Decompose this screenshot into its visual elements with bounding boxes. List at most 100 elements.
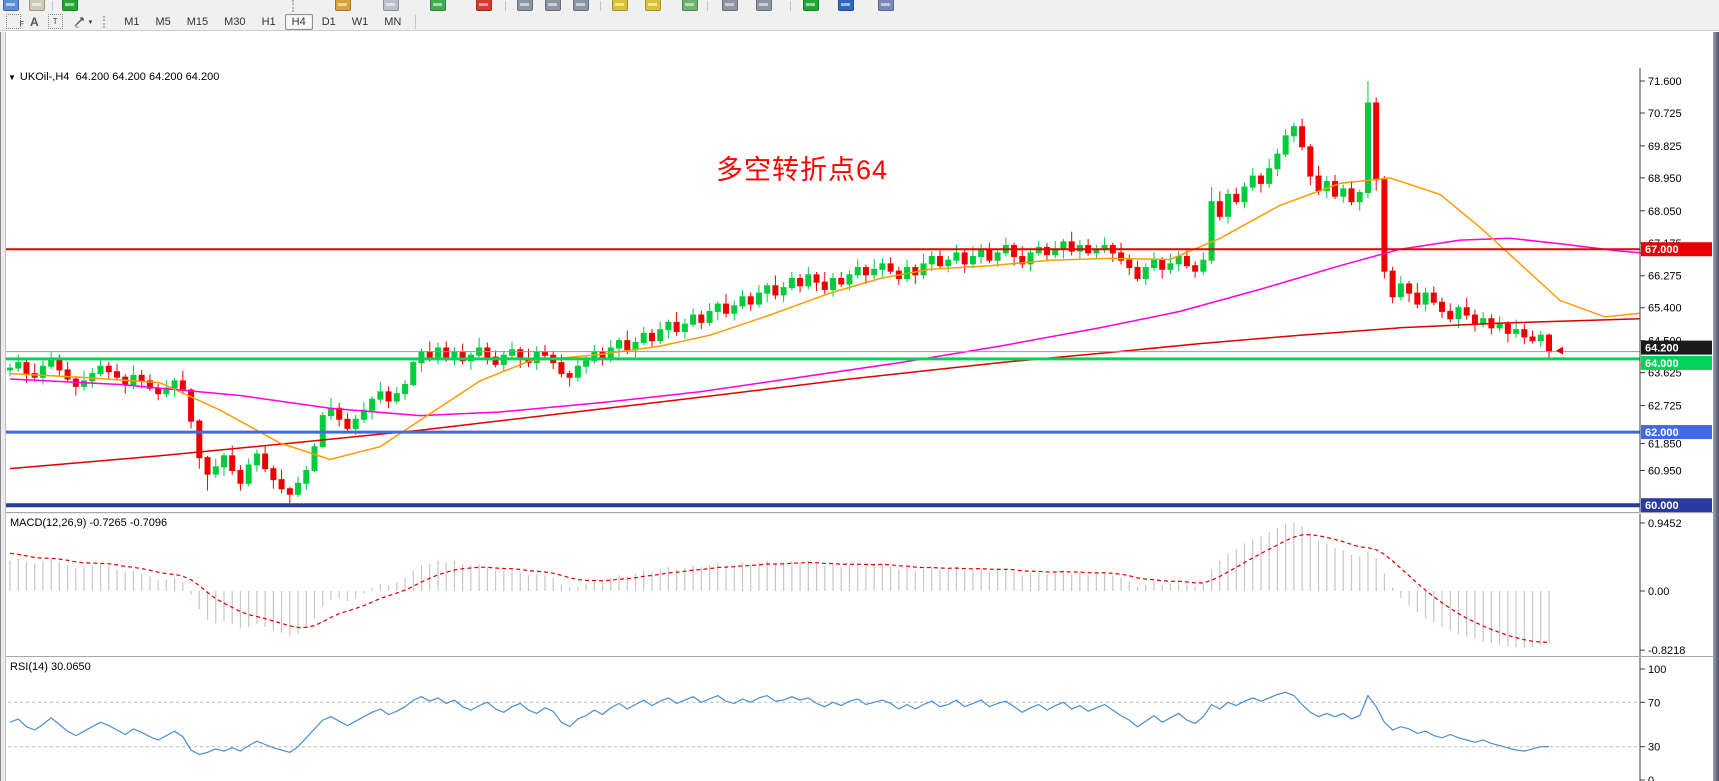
macd-signal-line <box>9 533 1550 643</box>
toolbar-drag-handle[interactable] <box>292 0 297 12</box>
main-chart-panel[interactable]: 71.60070.72569.82568.95068.05067.17566.2… <box>0 68 1713 514</box>
arrows-dropdown-icon[interactable]: ▾ <box>72 15 92 29</box>
timeframe-button-d1[interactable]: D1 <box>321 15 336 28</box>
symbol-name: UKOil-,H4 <box>19 71 70 83</box>
panel-separator[interactable] <box>0 512 1713 513</box>
new-chart-icon[interactable] <box>3 0 19 11</box>
font-grid-icon[interactable]: F <box>6 14 24 29</box>
ma-slow-line <box>9 317 1641 470</box>
toolbar-separator <box>415 14 417 29</box>
sell-marker-icon <box>1556 346 1563 355</box>
candles-chart-icon[interactable] <box>545 0 561 11</box>
macd-panel[interactable]: 0.9452 0.00 -0.8218 <box>0 513 1713 656</box>
svg-text:60.950: 60.950 <box>1648 465 1682 477</box>
toolbar-drag-handle[interactable] <box>103 15 108 28</box>
panel-separator-light <box>0 513 1713 514</box>
svg-text:-0.8218: -0.8218 <box>1648 645 1685 656</box>
community-icon[interactable] <box>838 0 854 11</box>
svg-text:66.275: 66.275 <box>1648 271 1682 283</box>
zoom-in-icon[interactable] <box>612 0 628 11</box>
timeframe-button-mn[interactable]: MN <box>384 15 402 28</box>
svg-text:67.000: 67.000 <box>1645 244 1679 256</box>
price-axis[interactable]: 71.60070.72569.82568.95068.05067.17566.2… <box>1639 68 1712 514</box>
line-studies-tools: F A T ▾ <box>6 14 116 29</box>
macd-title: MACD(12,26,9) <box>10 517 87 529</box>
chart-window[interactable]: 71.60070.72569.82568.95068.05067.17566.2… <box>0 32 1719 781</box>
timeframes-toolbar: F A T ▾ M1 M5 M15 M30 H1 H4 D1 W1 MN <box>0 13 1719 31</box>
candlestick-series <box>7 81 1553 504</box>
indicators-icon[interactable] <box>682 0 698 11</box>
svg-text:62.000: 62.000 <box>1645 427 1679 439</box>
svg-text:64.200: 64.200 <box>1645 343 1679 355</box>
text-a-icon[interactable]: A <box>30 14 39 29</box>
toolbar-separator <box>52 1 53 11</box>
svg-text:64.000: 64.000 <box>1645 358 1679 370</box>
svg-text:0: 0 <box>1648 775 1654 781</box>
window-right-edge <box>1713 32 1719 781</box>
svg-text:70.725: 70.725 <box>1648 108 1682 120</box>
moving-averages <box>9 177 1666 470</box>
standard-toolbar <box>0 0 1719 14</box>
bars-chart-icon[interactable] <box>517 0 533 11</box>
rsi-axis[interactable]: 100 70 30 0 <box>1639 657 1666 781</box>
timeframe-button-h1[interactable]: H1 <box>261 15 276 28</box>
new-order-icon[interactable] <box>62 0 78 11</box>
toolbar-separator <box>505 1 506 11</box>
timeframe-button-w1[interactable]: W1 <box>351 15 369 28</box>
add-indicator-icon[interactable] <box>803 0 819 11</box>
svg-text:70: 70 <box>1648 697 1660 709</box>
timeframe-button-m30[interactable]: M30 <box>224 15 246 28</box>
rsi-line <box>9 691 1550 756</box>
macd-axis[interactable]: 0.9452 0.00 -0.8218 <box>1639 513 1685 656</box>
zoom-window-icon[interactable] <box>29 0 45 11</box>
template-icon[interactable] <box>756 0 772 11</box>
calendar-icon[interactable] <box>878 0 894 11</box>
stop-icon[interactable] <box>476 0 492 11</box>
macd-histogram <box>9 522 1550 648</box>
rsi-label: RSI(14) 30.0650 <box>10 661 91 673</box>
metaeditor-icon[interactable] <box>335 0 351 11</box>
ohlc-values: 64.200 64.200 64.200 64.200 <box>75 71 220 83</box>
toolbar-separator <box>790 1 791 11</box>
chart-annotation-text: 多空转折点64 <box>716 155 889 185</box>
print-icon[interactable] <box>383 0 399 11</box>
symbol-label: ▼ UKOil-,H4 64.200 64.200 64.200 64.200 <box>8 71 219 83</box>
svg-text:0.9452: 0.9452 <box>1648 518 1682 530</box>
line-chart-icon[interactable] <box>573 0 589 11</box>
price-label-box-60.000 <box>1641 498 1712 513</box>
svg-text:65.400: 65.400 <box>1648 303 1682 315</box>
svg-text:61.850: 61.850 <box>1648 439 1682 451</box>
rsi-title: RSI(14) <box>10 661 48 673</box>
price-label-box-62.000 <box>1641 425 1712 440</box>
svg-text:60.000: 60.000 <box>1645 500 1679 512</box>
macd-values: -0.7265 -0.7096 <box>86 517 168 529</box>
timeframe-button-m15[interactable]: M15 <box>186 15 209 28</box>
toolbar-separator <box>707 1 708 11</box>
window-left-frame <box>0 32 6 781</box>
level-lines <box>2 248 1640 508</box>
price-label-box-64.200 <box>1641 340 1712 355</box>
svg-text:100: 100 <box>1648 664 1666 676</box>
period-icon[interactable] <box>722 0 738 11</box>
svg-text:71.600: 71.600 <box>1648 76 1682 88</box>
timeframe-button-m5[interactable]: M5 <box>155 15 171 28</box>
svg-text:0.00: 0.00 <box>1648 586 1669 598</box>
price-label-box-64.000 <box>1641 355 1712 370</box>
ma-fast-line <box>9 177 1641 461</box>
toolbar-separator <box>600 1 601 11</box>
panel-separator[interactable] <box>0 656 1713 657</box>
zoom-out-icon[interactable] <box>645 0 661 11</box>
text-box-icon[interactable]: T <box>47 14 63 29</box>
svg-text:68.050: 68.050 <box>1648 206 1682 218</box>
timeframe-buttons: M1 M5 M15 M30 H1 H4 D1 W1 MN <box>116 13 409 30</box>
macd-label: MACD(12,26,9) -0.7265 -0.7096 <box>10 517 167 529</box>
timeframe-button-m1[interactable]: M1 <box>124 15 140 28</box>
price-label-box-67.000 <box>1641 242 1712 257</box>
chevron-down-icon[interactable]: ▼ <box>8 73 16 82</box>
svg-text:30: 30 <box>1648 742 1660 754</box>
autotrading-icon[interactable] <box>430 0 446 11</box>
svg-text:69.825: 69.825 <box>1648 141 1682 153</box>
rsi-panel[interactable]: 100 70 30 0 <box>0 657 1713 781</box>
timeframe-button-h4[interactable]: H4 <box>284 13 313 30</box>
